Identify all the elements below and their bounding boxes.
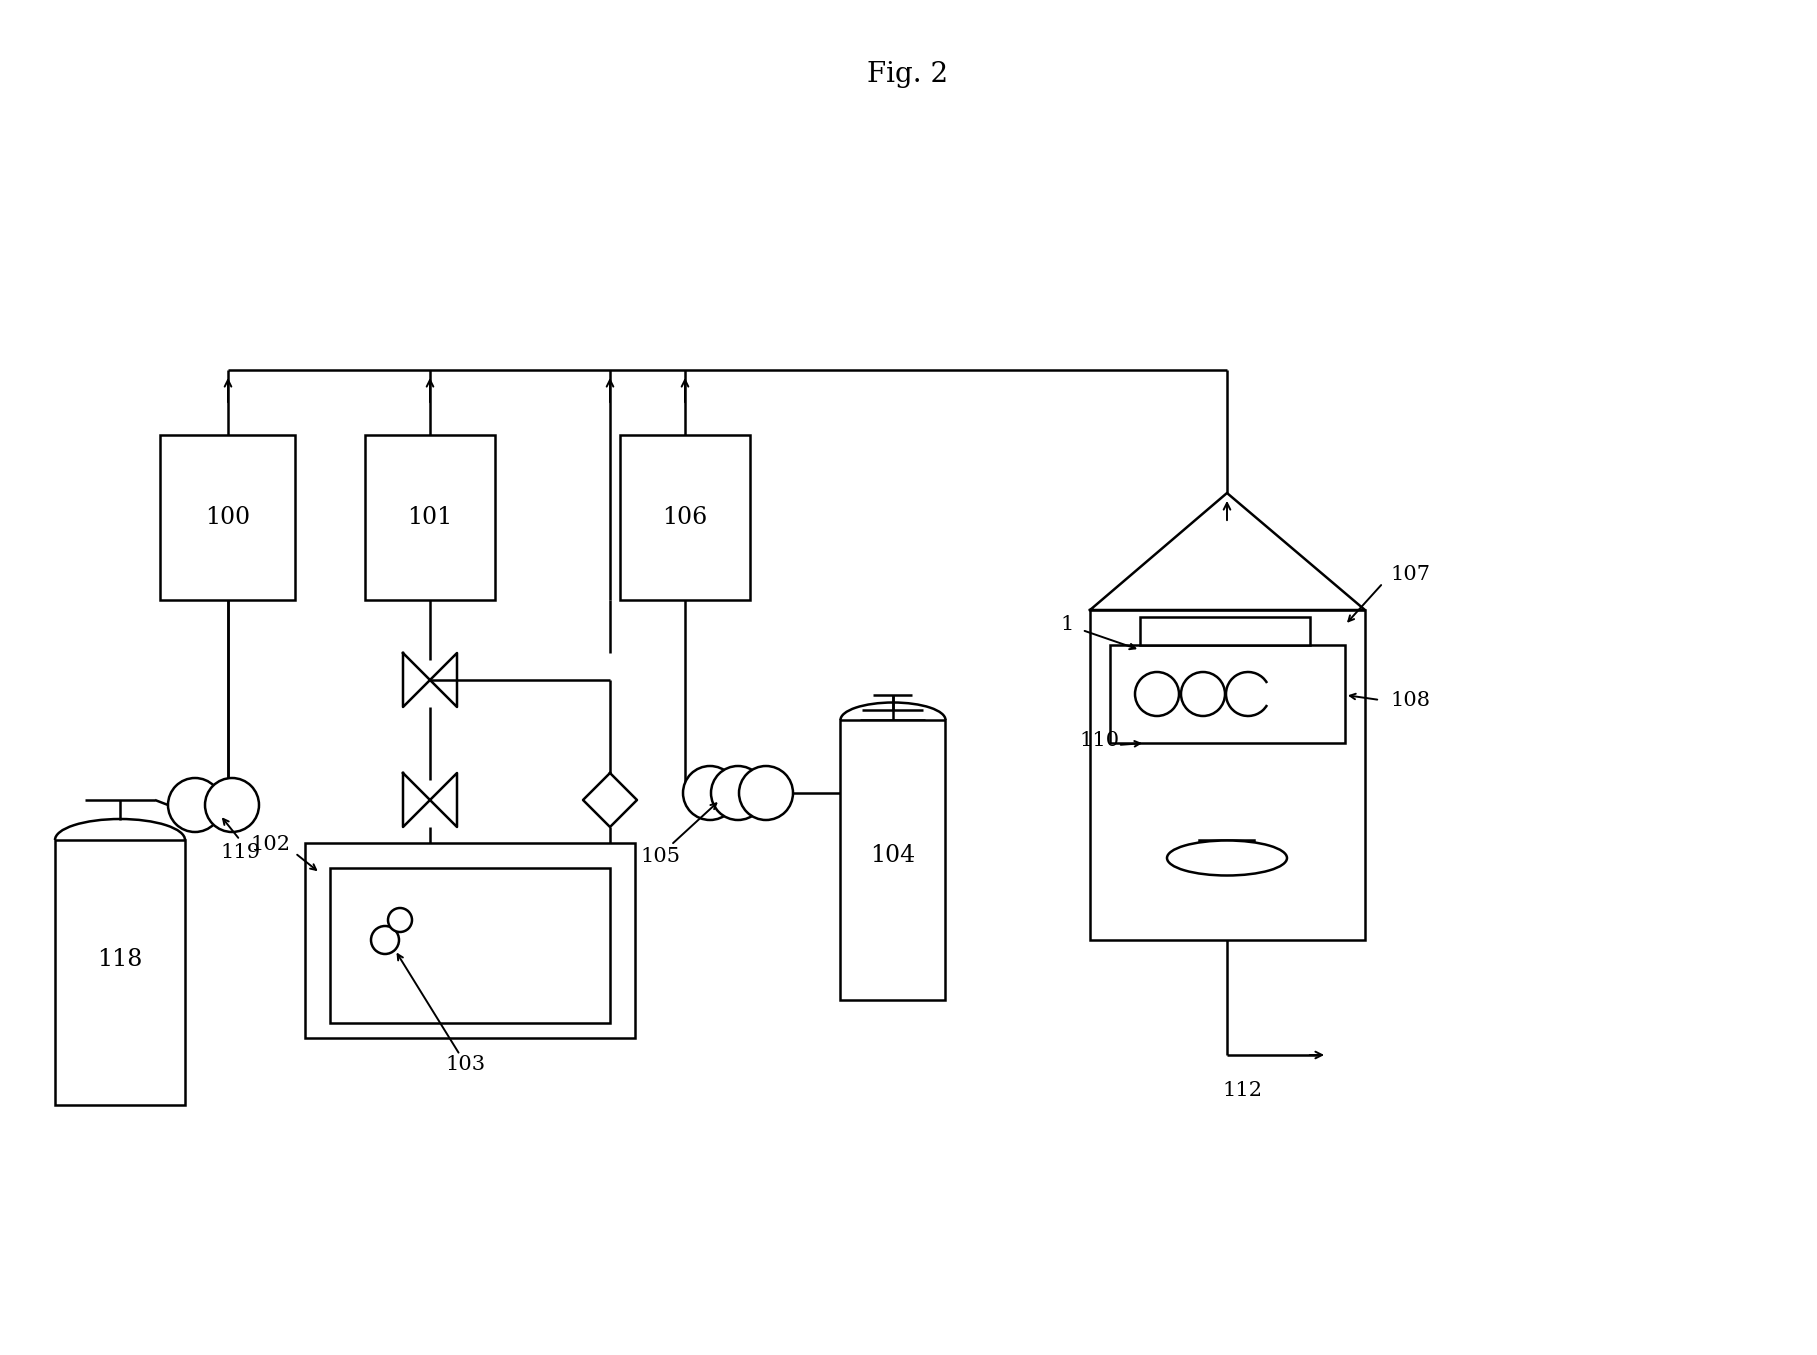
Circle shape xyxy=(389,908,412,932)
Text: 112: 112 xyxy=(1223,1080,1263,1099)
Bar xyxy=(1110,645,1345,743)
Bar xyxy=(620,435,750,600)
Text: 102: 102 xyxy=(251,836,291,855)
Text: 104: 104 xyxy=(870,844,916,866)
Bar xyxy=(1199,840,1254,860)
Circle shape xyxy=(740,766,792,820)
Text: Fig. 2: Fig. 2 xyxy=(867,61,948,88)
Bar xyxy=(305,843,634,1038)
Circle shape xyxy=(205,778,260,832)
Text: 105: 105 xyxy=(640,847,680,866)
Bar xyxy=(839,720,945,1000)
Circle shape xyxy=(683,766,738,820)
Text: 1: 1 xyxy=(1061,615,1074,634)
Circle shape xyxy=(371,925,400,954)
Circle shape xyxy=(710,766,765,820)
Text: 100: 100 xyxy=(205,505,251,528)
Text: 101: 101 xyxy=(407,505,452,528)
Text: 106: 106 xyxy=(663,505,707,528)
Bar xyxy=(331,869,611,1023)
Text: 107: 107 xyxy=(1390,565,1430,584)
Bar xyxy=(1139,617,1310,645)
Circle shape xyxy=(1136,672,1179,715)
Bar xyxy=(55,840,185,1104)
Bar xyxy=(1090,610,1365,940)
Text: 103: 103 xyxy=(445,1056,485,1075)
Text: 118: 118 xyxy=(98,948,144,972)
Ellipse shape xyxy=(1167,840,1286,875)
Text: 110: 110 xyxy=(1079,730,1119,749)
Bar xyxy=(160,435,294,600)
Bar xyxy=(365,435,494,600)
Circle shape xyxy=(1181,672,1225,715)
Text: 108: 108 xyxy=(1390,691,1430,710)
Circle shape xyxy=(167,778,222,832)
Text: 119: 119 xyxy=(220,843,260,862)
